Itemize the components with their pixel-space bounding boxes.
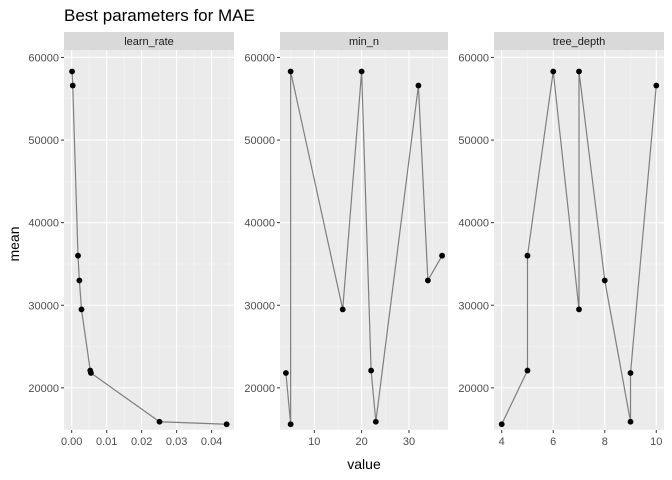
panel-background xyxy=(64,50,234,430)
facet-panels: learn_rate 20000 30000 40000 50000 60000 0.00 0… xyxy=(28,32,664,448)
y-tick-label: 50000 xyxy=(458,135,489,147)
data-point xyxy=(601,277,608,284)
facet-learn-rate: learn_rate 20000 30000 40000 50000 60000 0.00 0… xyxy=(28,32,234,448)
data-point xyxy=(339,306,346,313)
data-point xyxy=(576,306,582,313)
facet-strip xyxy=(64,32,234,50)
data-point xyxy=(223,421,230,428)
data-point xyxy=(287,68,294,75)
data-point xyxy=(627,370,634,376)
data-point xyxy=(368,367,374,374)
y-tick-label: 30000 xyxy=(458,300,489,312)
x-tick-label: 10 xyxy=(308,436,320,448)
y-tick-label: 60000 xyxy=(244,52,275,64)
data-point xyxy=(75,252,81,259)
y-tick-label: 40000 xyxy=(28,218,59,230)
data-point xyxy=(415,82,422,89)
facet-min-n: min_n 20000 30000 40000 50000 60000 10 20 30 xyxy=(244,32,448,448)
data-point xyxy=(524,367,531,374)
data-point xyxy=(550,68,557,75)
data-point xyxy=(78,306,85,313)
data-point xyxy=(498,421,505,428)
y-tick-label: 50000 xyxy=(244,135,275,147)
x-tick-label: 0.02 xyxy=(131,436,152,448)
y-tick-label: 60000 xyxy=(28,52,59,64)
x-axis-title: value xyxy=(347,456,381,472)
facet-strip-label: tree_depth xyxy=(553,36,606,48)
data-point xyxy=(69,68,75,75)
data-point xyxy=(358,68,365,75)
facet-strip xyxy=(280,32,448,50)
x-tick-label: 0.01 xyxy=(96,436,117,448)
facet-tree-depth: tree_depth 20000 30000 40000 50000 60000 4 6 8 10 xyxy=(458,32,664,448)
y-tick-label: 30000 xyxy=(244,300,275,312)
x-tick-label: 10 xyxy=(650,436,662,448)
data-point xyxy=(88,370,94,376)
facet-strip-label: learn_rate xyxy=(124,36,174,48)
data-point xyxy=(524,252,531,259)
x-tick-label: 0.00 xyxy=(61,436,82,448)
x-tick-label: 20 xyxy=(356,436,368,448)
x-tick-label: 4 xyxy=(499,436,505,448)
x-tick-label: 8 xyxy=(602,436,608,448)
data-point xyxy=(76,277,83,284)
x-tick-label: 6 xyxy=(550,436,556,448)
data-point xyxy=(627,418,634,425)
data-point xyxy=(439,252,445,259)
y-tick-label: 50000 xyxy=(28,135,59,147)
x-tick-label: 0.04 xyxy=(201,436,222,448)
data-point xyxy=(576,68,582,75)
data-point xyxy=(283,370,289,376)
y-tick-label: 20000 xyxy=(244,383,275,395)
y-tick-label: 40000 xyxy=(458,218,489,230)
series-line xyxy=(285,71,443,425)
panel-background xyxy=(280,50,448,430)
facet-strip-label: min_n xyxy=(349,36,379,48)
data-point xyxy=(424,277,431,284)
y-tick-label: 20000 xyxy=(28,383,59,395)
data-point xyxy=(156,418,163,425)
data-point xyxy=(653,82,660,89)
y-axis-title: mean xyxy=(6,226,22,261)
y-tick-label: 20000 xyxy=(458,383,489,395)
facet-strip xyxy=(494,32,664,50)
data-point xyxy=(287,421,294,428)
data-point xyxy=(69,82,76,89)
y-tick-label: 40000 xyxy=(244,218,275,230)
y-tick-label: 30000 xyxy=(28,300,59,312)
x-tick-label: 0.03 xyxy=(166,436,187,448)
series-line xyxy=(501,71,657,425)
data-point xyxy=(372,418,379,425)
x-tick-label: 30 xyxy=(403,436,415,448)
y-tick-label: 60000 xyxy=(458,52,489,64)
chart-title: Best parameters for MAE xyxy=(64,6,255,25)
